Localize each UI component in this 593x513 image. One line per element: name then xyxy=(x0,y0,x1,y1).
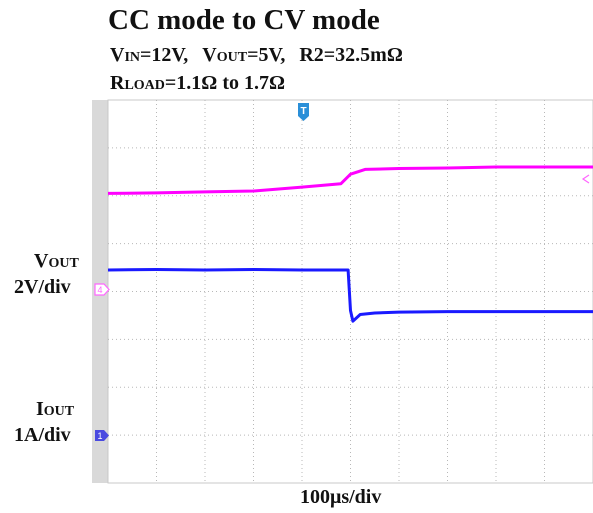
iout-channel-name: IOUT xyxy=(36,398,74,421)
vout-channel-name: VOUT xyxy=(34,250,79,273)
iout-scale: 1A/div xyxy=(14,424,71,447)
vout-marker-label: 4 xyxy=(97,285,102,295)
trigger-marker-label: T xyxy=(300,106,306,117)
iout-marker-label: 1 xyxy=(97,431,102,441)
x-axis-label: 100μs/div xyxy=(300,486,381,509)
vout-scale: 2V/div xyxy=(14,276,71,299)
